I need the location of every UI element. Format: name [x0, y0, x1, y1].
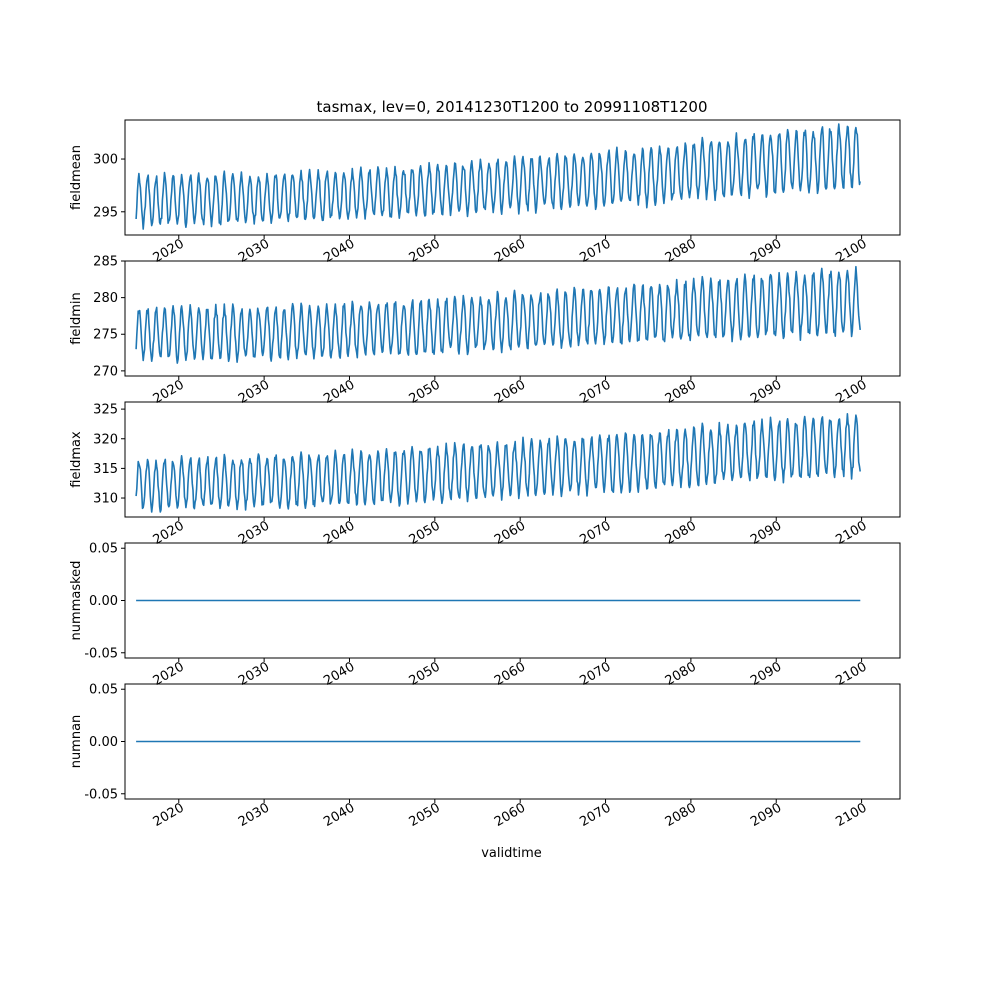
y-tick-label: 295 — [93, 205, 118, 220]
y-tick-label: 310 — [93, 492, 118, 507]
series-line-fieldmax — [135, 413, 861, 513]
x-axis-label: validtime — [481, 846, 542, 861]
y-axis-label: fieldmin — [69, 292, 84, 345]
series-line-fieldmean — [135, 123, 861, 230]
y-tick-label: 0.05 — [89, 542, 118, 557]
y-tick-label: 285 — [93, 255, 118, 270]
y-tick-label: 325 — [93, 403, 118, 418]
y-tick-label: 320 — [93, 432, 118, 447]
series-line-fieldmin — [135, 265, 861, 364]
y-tick-label: 0.00 — [89, 735, 118, 750]
y-tick-label: 280 — [93, 291, 118, 306]
y-tick-label: 270 — [93, 364, 118, 379]
y-axis-label: fieldmax — [69, 431, 84, 488]
y-tick-label: 300 — [93, 153, 118, 168]
y-tick-label: -0.05 — [84, 646, 118, 661]
y-tick-label: -0.05 — [84, 787, 118, 802]
chart-title: tasmax, lev=0, 20141230T1200 to 20991108… — [317, 98, 708, 116]
y-axis-label: nummasked — [69, 561, 84, 641]
axes-frame — [124, 401, 901, 518]
y-tick-label: 0.00 — [89, 594, 118, 609]
y-axis-label: fieldmean — [69, 145, 84, 210]
y-tick-label: 0.05 — [89, 683, 118, 698]
y-tick-label: 315 — [93, 462, 118, 477]
y-tick-label: 275 — [93, 328, 118, 343]
axes-frame — [124, 260, 901, 377]
y-axis-label: numnan — [69, 715, 84, 769]
axes-frame — [124, 119, 901, 236]
